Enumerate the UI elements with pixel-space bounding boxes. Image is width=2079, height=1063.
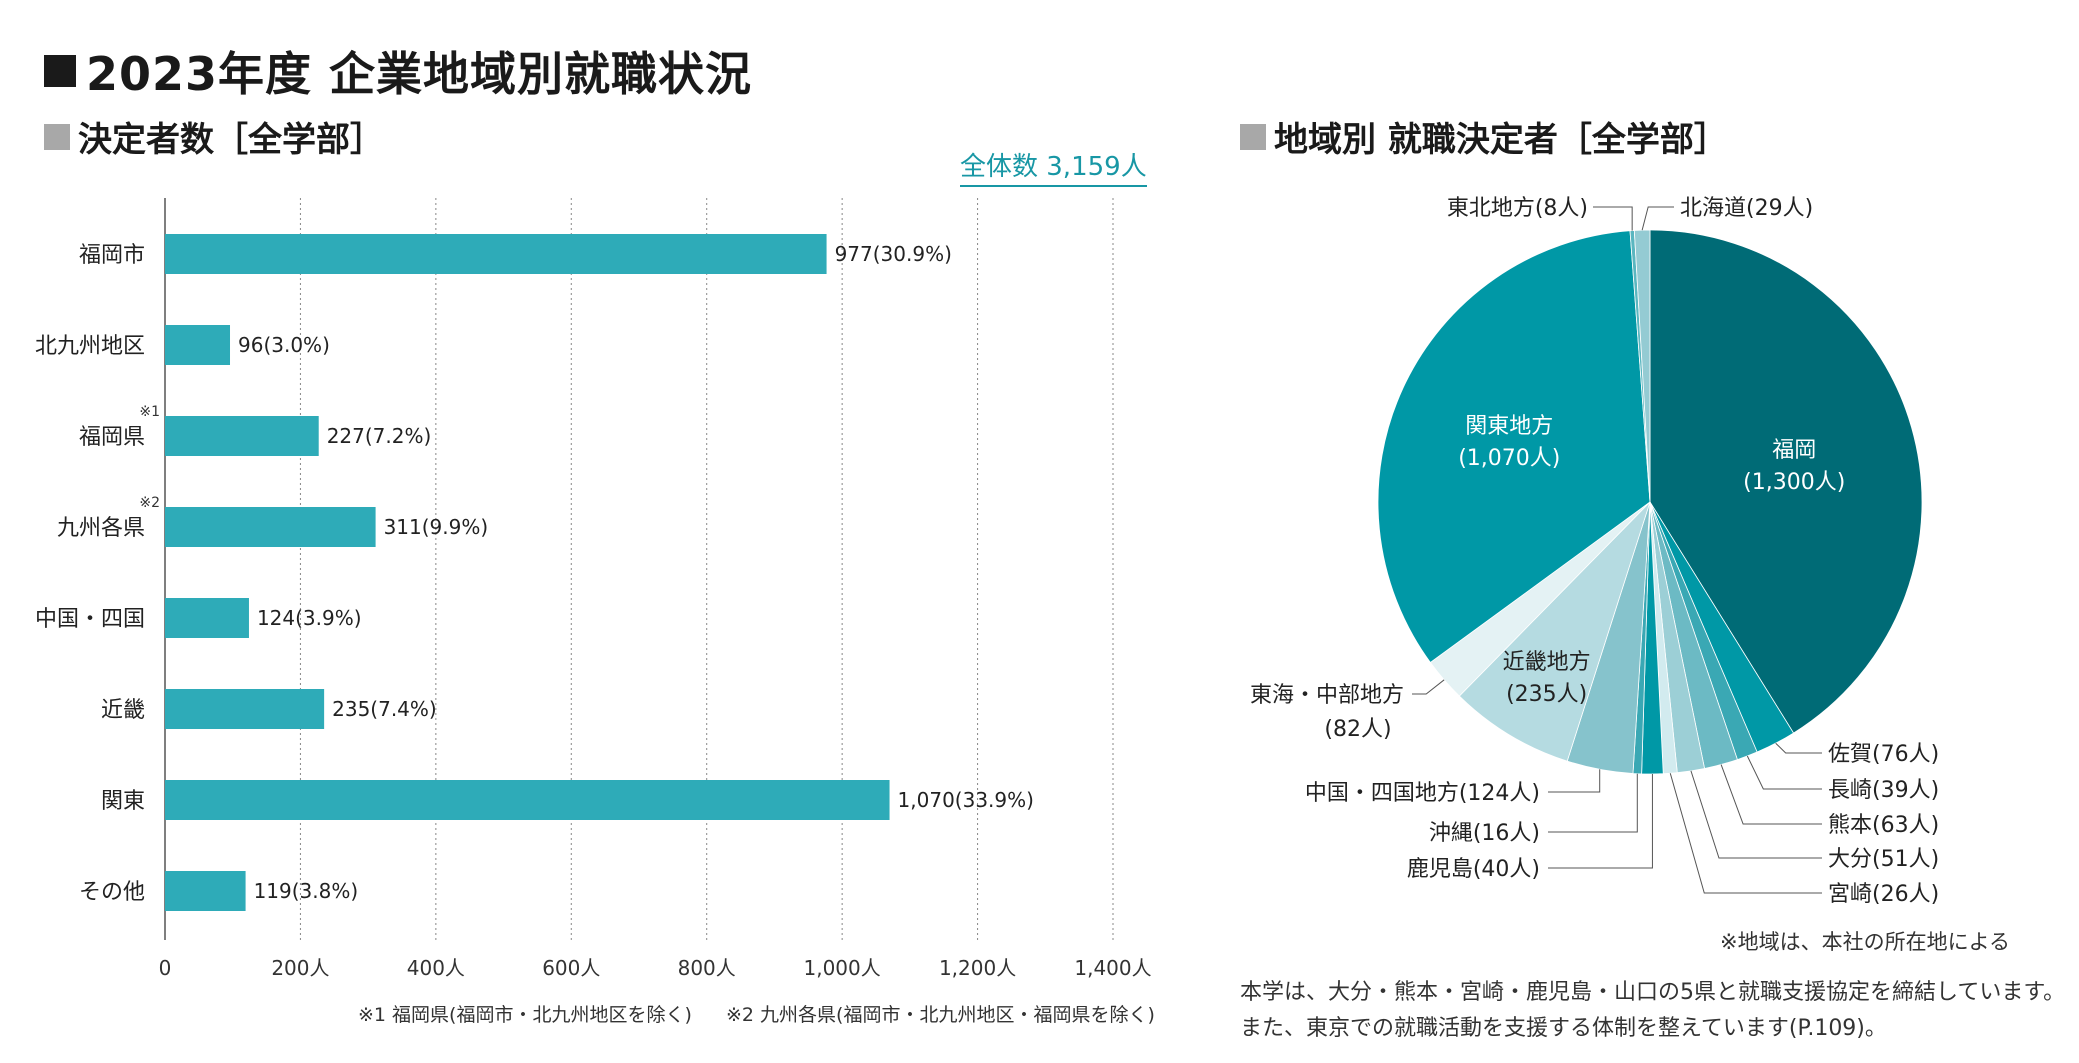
bar-data-label: 96(3.0%): [238, 333, 330, 357]
bar: [165, 507, 376, 547]
leader-line: [1412, 679, 1445, 695]
leader-line: [1548, 773, 1653, 869]
bar-data-label: 977(30.9%): [835, 242, 952, 266]
pie-label: (1,300人): [1743, 470, 1845, 495]
right-chart-subtitle: 地域別 就職決定者［全学部］: [1240, 112, 1728, 161]
leader-line: [1746, 755, 1822, 790]
pie-label: 長崎(39人): [1828, 778, 1939, 803]
pie-slice: [1649, 229, 1923, 734]
left-chart-subtitle: 決定者数［全学部］: [44, 112, 384, 161]
pie-label: 熊本(63人): [1828, 813, 1939, 838]
leader-line: [1641, 206, 1674, 231]
pie-label: 東北地方(8人): [1447, 196, 1588, 221]
pie-label: 関東地方: [1465, 414, 1553, 439]
bar-data-label: 1,070(33.9%): [898, 788, 1034, 812]
title-square-icon: [44, 55, 76, 87]
pie-label: (1,070人): [1458, 446, 1560, 471]
category-label: 九州各県: [57, 516, 145, 541]
category-label: 近畿: [101, 698, 145, 723]
leader-line: [1548, 773, 1638, 833]
category-label: 北九州地区: [35, 334, 145, 359]
pie-label: 鹿児島(40人): [1407, 857, 1540, 882]
bar: [165, 234, 827, 274]
x-tick-label: 600人: [542, 956, 600, 980]
leader-line: [1690, 770, 1822, 859]
pie-slice: [1377, 230, 1651, 664]
pie-label: 中国・四国地方(124人): [1305, 781, 1540, 806]
pie-label: 沖縄(16人): [1429, 821, 1540, 846]
page-title-text: 2023年度 企業地域別就職状況: [86, 47, 753, 101]
x-tick-label: 400人: [407, 956, 465, 980]
subtitle-square-icon: [44, 123, 70, 150]
page-title: 2023年度 企業地域別就職状況: [44, 38, 752, 104]
leader-line: [1593, 206, 1633, 231]
category-label: その他: [79, 880, 145, 905]
leader-line: [1669, 773, 1822, 894]
bar: [165, 780, 890, 820]
right-subtitle-text: 地域別 就職決定者［全学部］: [1274, 120, 1728, 160]
pie-label: 大分(51人): [1828, 847, 1939, 872]
x-tick-label: 200人: [271, 956, 329, 980]
paragraph-line-2: また、東京での就職活動を支援する体制を整えています(P.109)。: [1240, 1016, 1887, 1041]
category-label: 福岡市: [79, 243, 145, 268]
bar: [165, 689, 325, 729]
category-label: 中国・四国: [35, 607, 145, 632]
leader-line: [1775, 742, 1822, 754]
category-label: 福岡県: [79, 425, 145, 450]
category-label: 関東: [101, 789, 145, 814]
bar: [165, 325, 231, 365]
bar: [165, 416, 319, 456]
bar-data-label: 311(9.9%): [384, 515, 489, 539]
pie-label: 近畿地方: [1503, 650, 1591, 675]
x-tick-label: 1,400人: [1074, 956, 1151, 980]
region-note: ※地域は、本社の所在地による: [1720, 930, 2010, 954]
leader-line: [1548, 769, 1601, 793]
pie-label: 佐賀(76人): [1828, 742, 1939, 767]
footnote-2: ※2 九州各県(福岡市・北九州地区・福岡県を除く): [726, 1004, 1155, 1026]
pie-label: (82人): [1324, 717, 1391, 742]
bar-data-label: 124(3.9%): [257, 606, 362, 630]
bar: [165, 871, 246, 911]
pie-label: 東海・中部地方: [1250, 683, 1404, 708]
subtitle-square-icon: [1240, 123, 1266, 150]
x-tick-label: 800人: [678, 956, 736, 980]
left-subtitle-text: 決定者数［全学部］: [78, 120, 384, 160]
total-count-label: 全体数 3,159人: [960, 146, 1147, 187]
leader-line: [1720, 764, 1822, 825]
category-mark: ※2: [139, 495, 160, 511]
pie-label: 福岡: [1772, 438, 1816, 463]
bar: [165, 598, 249, 638]
pie-label: 北海道(29人): [1680, 196, 1813, 221]
bar-data-label: 119(3.8%): [254, 879, 359, 903]
x-tick-label: 0: [159, 956, 172, 980]
support-paragraph: 本学は、大分・熊本・宮崎・鹿児島・山口の5県と就職支援協定を締結しています。 ま…: [1240, 975, 2065, 1047]
category-mark: ※1: [139, 404, 160, 420]
x-tick-label: 1,000人: [804, 956, 881, 980]
bar-data-label: 227(7.2%): [327, 424, 432, 448]
paragraph-line-1: 本学は、大分・熊本・宮崎・鹿児島・山口の5県と就職支援協定を締結しています。: [1240, 980, 2066, 1005]
x-tick-label: 1,200人: [939, 956, 1016, 980]
pie-slice: [1458, 501, 1651, 762]
pie-label: 宮崎(26人): [1828, 882, 1939, 907]
pie-label: (235人): [1506, 682, 1587, 707]
footnote-1: ※1 福岡県(福岡市・北九州地区を除く): [358, 1004, 692, 1026]
bar-data-label: 235(7.4%): [332, 697, 437, 721]
